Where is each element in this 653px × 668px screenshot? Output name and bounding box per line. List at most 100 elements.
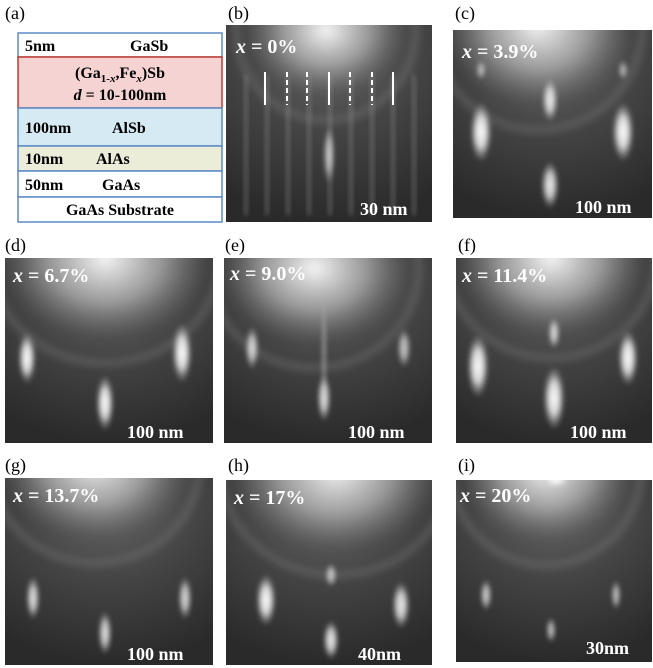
- streak: [412, 75, 416, 215]
- scale-label: 40nm: [358, 644, 401, 664]
- glow: [224, 258, 409, 343]
- composition-label: x = 17%: [233, 487, 305, 509]
- diffraction-spot: [542, 480, 570, 488]
- diffraction-spot: [543, 366, 565, 430]
- panel-a: (a) 5nm GaSb (Ga1-x,Fex)Sb d = 10-100nm …: [5, 3, 223, 223]
- text: = 9.0%: [240, 263, 306, 285]
- rheed-panel: (f) x = 11.4% 100 nm: [456, 235, 652, 443]
- scale-label: 100 nm: [127, 422, 184, 442]
- diffraction-spot: [178, 576, 192, 620]
- text: x: [461, 265, 472, 287]
- arc: [453, 30, 646, 133]
- rheed-image: x = 6.7% 100 nm: [5, 258, 213, 443]
- diffraction-spot: [397, 328, 411, 368]
- text: = 10-100nm: [82, 87, 167, 104]
- text: (Ga: [75, 65, 101, 82]
- text: )Sb: [142, 65, 165, 82]
- panel-label: (f): [458, 235, 476, 256]
- scale-label: 100 nm: [127, 644, 184, 664]
- text: x: [233, 487, 244, 509]
- text: x: [229, 263, 240, 285]
- scale-label: 100 nm: [575, 197, 632, 217]
- text: = 17%: [244, 487, 305, 509]
- rheed-panel: (i) x = 20% 30nm: [456, 455, 652, 662]
- rheed-image: x = 11.4% 100 nm: [456, 258, 652, 443]
- layer-box: [17, 196, 223, 223]
- layer-box: [17, 145, 223, 172]
- composition-label: x = 11.4%: [461, 265, 547, 287]
- rheed-image: x = 13.7% 100 nm: [5, 478, 213, 665]
- panel-label: (g): [5, 455, 26, 476]
- rheed-panel: (c) x = 3.9% 100 nm: [453, 3, 652, 218]
- composition-label: x = 20%: [459, 485, 531, 507]
- text: x: [12, 265, 23, 287]
- diffraction-spot: [546, 617, 556, 643]
- text: = 3.9%: [472, 41, 538, 63]
- arc: [5, 284, 213, 366]
- layer-box: [17, 56, 223, 109]
- diffraction-spot: [618, 60, 628, 80]
- arc: [456, 271, 652, 361]
- layer-thickness: d = 10-100nm: [74, 87, 167, 104]
- rheed-image: x = 3.9% 100 nm: [453, 30, 652, 218]
- scale-label: 30nm: [586, 638, 629, 658]
- panel-label: (a): [5, 3, 25, 24]
- text: x: [459, 485, 470, 507]
- diffraction-spot: [26, 576, 40, 620]
- layer-thickness: 100nm: [25, 120, 72, 137]
- layer-formula: (Ga1-x,Fex)Sb: [75, 65, 165, 85]
- panel-label: (c): [455, 3, 475, 24]
- diffraction-spot: [245, 326, 259, 370]
- layer-thickness: 10nm: [25, 151, 64, 168]
- layer-material: GaAs Substrate: [66, 202, 174, 219]
- panel-label: (d): [5, 235, 26, 256]
- diffraction-spot: [321, 293, 327, 413]
- diffraction-spot: [325, 563, 337, 587]
- streak: [307, 75, 311, 215]
- text: = 13.7%: [23, 485, 99, 507]
- layer-box: [17, 32, 223, 58]
- diffraction-spot: [18, 332, 36, 384]
- glow: [453, 30, 633, 105]
- text: x: [135, 73, 142, 85]
- composition-label: x = 13.7%: [12, 485, 99, 507]
- glow: [5, 478, 189, 538]
- text: x: [461, 41, 472, 63]
- layer-material: AlAs: [96, 151, 130, 168]
- diffraction-spot: [96, 375, 114, 431]
- layer-thickness: 5nm: [25, 38, 56, 55]
- rheed-panel: (d) x = 6.7% 100 nm: [5, 235, 213, 443]
- rheed-image: x = 9.0% 100 nm: [224, 258, 432, 443]
- glow: [5, 258, 210, 338]
- layer-material: GaAs: [102, 177, 140, 194]
- diffraction-spot: [618, 330, 638, 386]
- streak: [244, 75, 248, 215]
- text: x: [12, 485, 23, 507]
- panel-label: (e): [225, 235, 245, 256]
- streak: [265, 75, 269, 215]
- streak: [286, 75, 290, 215]
- diffraction-spot: [541, 161, 559, 209]
- diffraction-spot: [476, 60, 486, 80]
- arc: [5, 478, 202, 566]
- text: = 11.4%: [472, 265, 547, 287]
- panel-label: (i): [458, 455, 475, 476]
- diffraction-spot: [480, 579, 492, 611]
- composition-label: x = 6.7%: [12, 265, 89, 287]
- rheed-image: x = 17% 40nm: [226, 480, 432, 665]
- rheed-panel: (g) x = 13.7% 100 nm: [5, 455, 213, 665]
- diffraction-spot: [172, 323, 192, 383]
- text: 1-: [101, 73, 111, 85]
- text: = 6.7%: [23, 265, 89, 287]
- diffraction-spot: [548, 317, 560, 349]
- rheed-image: x = 0% 30 nm: [226, 25, 432, 222]
- scale-label: 100 nm: [348, 422, 405, 442]
- layer-material: AlSb: [112, 120, 146, 137]
- streak: [349, 75, 353, 215]
- text: d: [74, 87, 83, 104]
- text: x: [109, 73, 116, 85]
- composition-label: x = 0%: [235, 36, 297, 58]
- glow: [461, 480, 631, 540]
- panel-label: (b): [228, 3, 249, 24]
- composition-label: x = 9.0%: [229, 263, 306, 285]
